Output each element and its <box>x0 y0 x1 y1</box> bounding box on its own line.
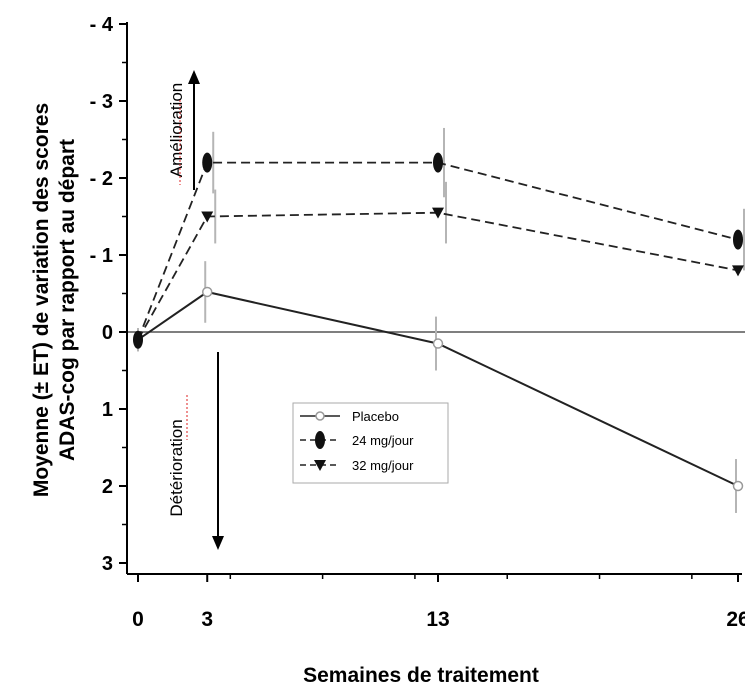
data-point <box>732 265 744 277</box>
annotations: Amélioration Détérioration <box>167 70 224 550</box>
baseline-marker <box>133 330 143 349</box>
data-point <box>201 286 213 298</box>
legend-label: 32 mg/jour <box>352 458 414 473</box>
series-lines <box>137 161 739 487</box>
x-tick-label: 13 <box>426 608 449 631</box>
series-markers <box>133 152 744 492</box>
x-axis-title: Semaines de traitement <box>303 664 539 687</box>
improvement-arrow-head <box>188 70 200 84</box>
data-point <box>433 152 443 173</box>
legend: Placebo 24 mg/jour 32 mg/jour <box>292 402 449 484</box>
x-tick-label: 0 <box>132 608 144 631</box>
deterioration-arrow-head <box>212 536 224 550</box>
legend-marker <box>315 431 325 449</box>
legend-label: Placebo <box>352 409 399 424</box>
data-point <box>733 229 743 250</box>
data-point <box>732 480 744 492</box>
legend-marker <box>315 411 325 421</box>
y-tick-label: 1 <box>102 399 113 421</box>
data-point <box>202 152 213 173</box>
y-tick-label: - 2 <box>90 168 113 190</box>
y-axis-title-line: Moyenne (± ET) de variation des scores <box>30 103 53 497</box>
y-tick-label: 2 <box>102 476 113 498</box>
series-line <box>137 161 739 341</box>
y-tick-label: 0 <box>102 322 113 344</box>
y-axis-title-line: ADAS-cog par rapport au départ <box>56 139 79 461</box>
x-tick-label: 26 <box>726 608 745 631</box>
y-axis-title: Moyenne (± ET) de variation des scores AD… <box>30 103 79 497</box>
improvement-label: Amélioration <box>167 83 186 178</box>
legend-marker <box>314 460 326 471</box>
deterioration-label: Détérioration <box>167 419 186 516</box>
y-tick-label: - 4 <box>90 14 114 36</box>
x-tick-label: 3 <box>201 608 213 631</box>
data-point <box>201 211 214 223</box>
series-line <box>137 211 739 341</box>
data-point <box>432 207 444 219</box>
series-line <box>137 290 739 487</box>
axes: - 4 - 3 - 2 - 1 0 1 2 3 0 3 13 26 <box>90 14 745 631</box>
y-tick-label: - 1 <box>90 245 113 267</box>
legend-label: 24 mg/jour <box>352 433 414 448</box>
data-point <box>432 338 444 349</box>
y-tick-label: 3 <box>102 553 113 575</box>
y-tick-label: - 3 <box>90 91 113 113</box>
